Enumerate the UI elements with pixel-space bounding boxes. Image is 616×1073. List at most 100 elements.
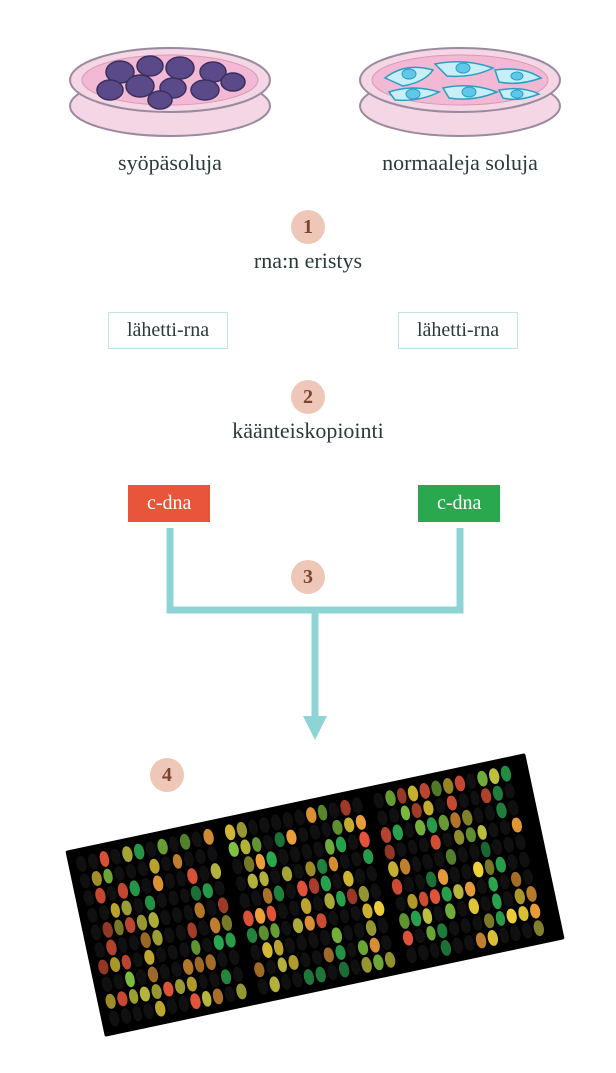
microarray-spot [402, 875, 415, 892]
step-2-label: käänteiskopiointi [232, 418, 384, 444]
microarray-spot [155, 892, 168, 909]
microarray-spot [239, 838, 252, 855]
microarray-spot [171, 907, 184, 924]
microarray-spot [347, 833, 360, 850]
microarray-spot [472, 861, 485, 878]
right-mrna-box: lähetti-rna [398, 312, 518, 349]
microarray-spot [128, 934, 141, 951]
microarray-spot [277, 848, 290, 865]
microarray-spot [398, 912, 411, 929]
microarray-spot [472, 807, 485, 824]
microarray-spot [250, 890, 263, 907]
microarray-spot [464, 880, 477, 897]
microarray-spot [514, 888, 527, 905]
microarray-spot [335, 836, 348, 853]
microarray-spot [269, 922, 282, 939]
microarray-spot [369, 882, 382, 899]
microarray-spot [139, 931, 152, 948]
microarray-spot [163, 872, 176, 889]
microarray-spot [503, 836, 516, 853]
microarray-spot [331, 873, 344, 890]
microarray-spot [350, 850, 363, 867]
microarray-spot [281, 865, 294, 882]
microarray-spot [312, 841, 325, 858]
microarray-spot [101, 921, 114, 938]
microarray-spot [166, 944, 179, 961]
microarray-spot [311, 895, 324, 912]
step-1-label: rna:n eristys [254, 248, 362, 274]
microarray-spot [258, 816, 271, 833]
microarray-spot [119, 1008, 132, 1025]
microarray-spot [186, 867, 199, 884]
microarray-spot [147, 912, 160, 929]
microarray-spot [253, 907, 266, 924]
microarray-spot [319, 929, 332, 946]
microarray-spot [261, 887, 274, 904]
microarray-spot [121, 899, 134, 916]
microarray-spot [150, 983, 163, 1000]
microarray-spot [94, 887, 107, 904]
microarray-spot [217, 897, 230, 914]
microarray-spot [471, 915, 484, 932]
microarray-spot [135, 968, 148, 985]
microarray-spot [285, 828, 298, 845]
microarray-spot [254, 853, 267, 870]
microarray-spot [330, 927, 343, 944]
microarray-spot [411, 802, 424, 819]
microarray-spot [425, 925, 438, 942]
left-cdna-box: c-dna [128, 485, 210, 522]
microarray-spot [270, 814, 283, 831]
microarray-spot [319, 875, 332, 892]
microarray-spot [98, 850, 111, 867]
microarray-spot [174, 978, 187, 995]
microarray-spot [303, 969, 316, 986]
microarray-spot [414, 873, 427, 890]
microarray-spot [394, 895, 407, 912]
microarray-spot [140, 877, 153, 894]
microarray-spot [433, 905, 446, 922]
microarray-spot [518, 851, 531, 868]
microarray-spot [361, 902, 374, 919]
microarray-spot [277, 902, 290, 919]
microarray-spot [148, 858, 161, 875]
microarray-spot [384, 789, 397, 806]
microarray-spot [479, 841, 492, 858]
microarray-spot [253, 961, 266, 978]
microarray-spot [323, 892, 336, 909]
microarray-spot [506, 907, 519, 924]
microarray-spot [308, 878, 321, 895]
microarray-spot [444, 903, 457, 920]
microarray-spot [227, 841, 240, 858]
microarray-spot [422, 799, 435, 816]
normal-cells-caption: normaaleja soluja [382, 150, 538, 176]
microarray-spot [451, 937, 464, 954]
microarray-spot [174, 924, 187, 941]
microarray-spot [464, 826, 477, 843]
microarray-spot [529, 903, 542, 920]
left-column: syöpäsoluja [55, 20, 285, 176]
microarray-spot [213, 880, 226, 897]
microarray-spot [280, 919, 293, 936]
microarray-spot [460, 863, 473, 880]
microarray-spot [281, 811, 294, 828]
microarray-spot [495, 856, 508, 873]
microarray-spot [449, 812, 462, 829]
microarray-spot [127, 988, 140, 1005]
microarray-spot [296, 880, 309, 897]
microarray-spot [479, 895, 492, 912]
microarray-spot [476, 770, 489, 787]
microarray-spot [105, 939, 118, 956]
microarray-spot [256, 978, 269, 995]
microarray-spot [499, 819, 512, 836]
microarray-spot [216, 951, 229, 968]
microarray-spot [331, 819, 344, 836]
microarray-spot [167, 835, 180, 852]
microarray-spot [448, 866, 461, 883]
microarray-spot [197, 973, 210, 990]
microarray-spot [102, 867, 115, 884]
microarray-spot [182, 904, 195, 921]
microarray-spot [322, 946, 335, 963]
microarray-spot [175, 870, 188, 887]
microarray-spot [468, 789, 481, 806]
microarray-panel-1 [75, 828, 248, 1027]
